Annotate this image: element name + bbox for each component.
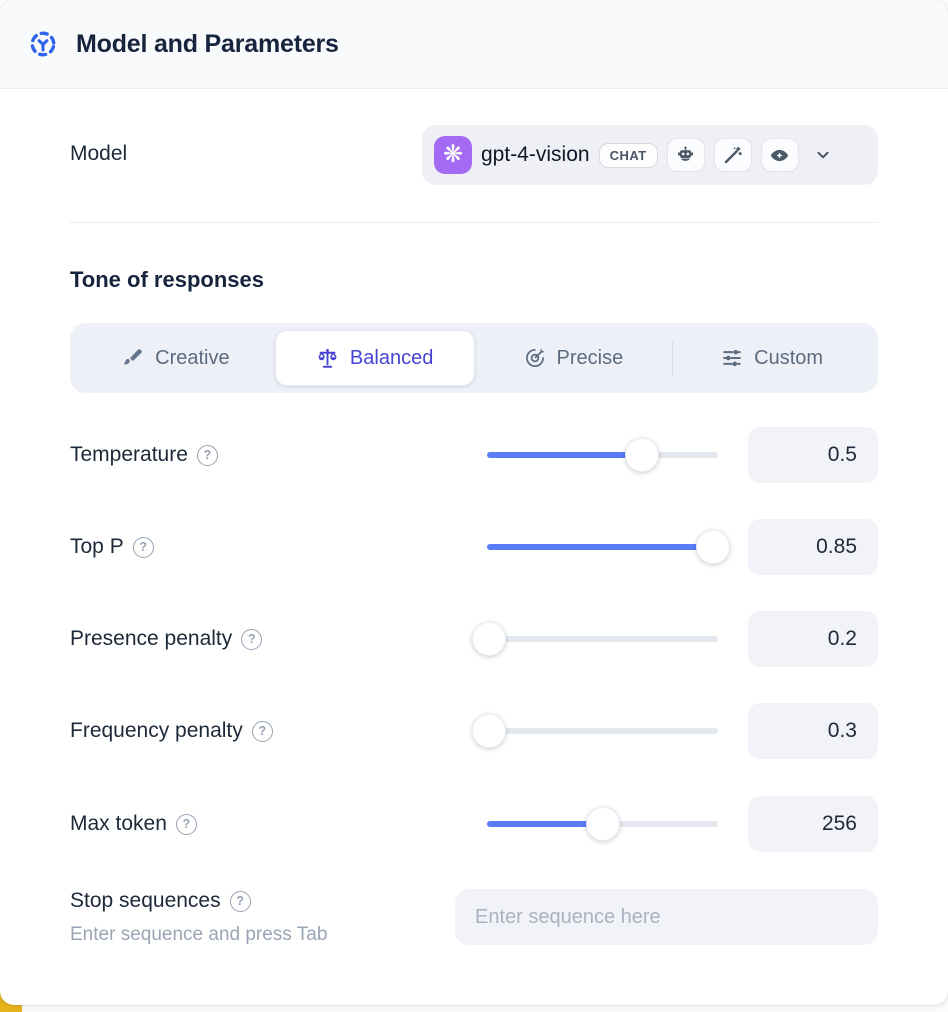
tab-custom[interactable]: Custom: [673, 330, 871, 386]
parameter-label: Max token ?: [70, 796, 197, 852]
tab-precise[interactable]: Precise: [475, 330, 673, 386]
chevron-down-icon: [813, 145, 833, 165]
tone-section-heading: Tone of responses: [70, 267, 264, 292]
model-label: Model: [70, 142, 128, 165]
presence-penalty-slider[interactable]: [472, 611, 718, 667]
stop-sequences-hint: Enter sequence and press Tab: [70, 924, 328, 945]
parameter-row-frequency-penalty: Frequency penalty ? 0.3: [0, 703, 948, 759]
slider-fill: [487, 821, 603, 827]
parameter-row-temperature: Temperature ? 0.5: [0, 427, 948, 483]
robot-capability-badge: [666, 138, 705, 172]
help-icon[interactable]: ?: [229, 890, 251, 912]
slider-fill: [487, 544, 714, 550]
frequency-penalty-value-input[interactable]: 0.3: [748, 703, 878, 759]
slider-track[interactable]: [487, 636, 718, 642]
selected-model-name: gpt-4-vision: [481, 143, 590, 166]
max-token-slider[interactable]: [487, 796, 718, 852]
slider-thumb[interactable]: [696, 530, 731, 564]
sliders-icon: [723, 349, 741, 367]
parameter-row-top-p: Top P ? 0.85: [0, 519, 948, 575]
presence-penalty-value-input[interactable]: 0.2: [748, 611, 878, 667]
openai-logo-icon: ❋: [434, 136, 472, 174]
temperature-value-input[interactable]: 0.5: [748, 427, 878, 483]
help-icon[interactable]: ?: [175, 813, 197, 835]
top-p-slider[interactable]: [487, 519, 731, 575]
parameter-label: Frequency penalty ?: [70, 703, 273, 759]
parameter-label: Presence penalty ?: [70, 611, 263, 667]
help-icon[interactable]: ?: [196, 444, 218, 466]
vision-eye-icon: [771, 149, 789, 161]
magic-wand-capability-badge: [713, 138, 752, 172]
tab-balanced[interactable]: Balanced: [274, 330, 475, 386]
tab-divider: [672, 341, 674, 375]
page-title: Model and Parameters: [76, 29, 339, 58]
parameter-row-max-token: Max token ? 256: [0, 796, 948, 852]
slider-thumb[interactable]: [585, 807, 620, 841]
tab-label: Precise: [556, 346, 624, 369]
temperature-slider[interactable]: [487, 427, 718, 483]
stop-sequence-input[interactable]: [455, 889, 878, 945]
magic-wand-icon: [725, 146, 743, 163]
slider-thumb[interactable]: [472, 622, 507, 656]
tab-creative[interactable]: Creative: [77, 330, 275, 386]
tab-label: Custom: [754, 346, 824, 369]
panel-header: Model and Parameters: [0, 0, 948, 89]
help-icon[interactable]: ?: [241, 628, 263, 650]
tone-tab-group: Creative Balanced: [70, 323, 878, 393]
robot-icon: [678, 145, 694, 161]
frequency-penalty-slider[interactable]: [472, 703, 718, 759]
slider-thumb[interactable]: [472, 714, 507, 748]
vision-capability-badge: [760, 138, 799, 172]
chat-type-badge: CHAT: [598, 142, 658, 168]
paintbrush-icon: [124, 349, 142, 365]
slider-thumb[interactable]: [624, 438, 659, 472]
slider-fill: [487, 452, 642, 458]
section-divider: [70, 222, 878, 223]
parameter-row-presence-penalty: Presence penalty ? 0.2: [0, 611, 948, 667]
model-select-dropdown[interactable]: ❋ gpt-4-vision CHAT: [422, 125, 878, 185]
parameter-label: Top P ?: [70, 519, 154, 575]
tab-label: Balanced: [349, 346, 434, 369]
max-token-value-input[interactable]: 256: [748, 796, 878, 852]
target-arrow-icon: [525, 349, 544, 367]
slider-track[interactable]: [487, 728, 718, 734]
parameter-label: Temperature ?: [70, 427, 218, 483]
tab-label: Creative: [155, 346, 230, 369]
model-hub-icon: [28, 29, 58, 59]
help-icon[interactable]: ?: [251, 720, 273, 742]
balance-scale-icon: [318, 348, 337, 368]
stop-sequences-label: Stop sequences ?: [70, 889, 251, 913]
top-p-value-input[interactable]: 0.85: [748, 519, 878, 575]
help-icon[interactable]: ?: [132, 536, 154, 558]
